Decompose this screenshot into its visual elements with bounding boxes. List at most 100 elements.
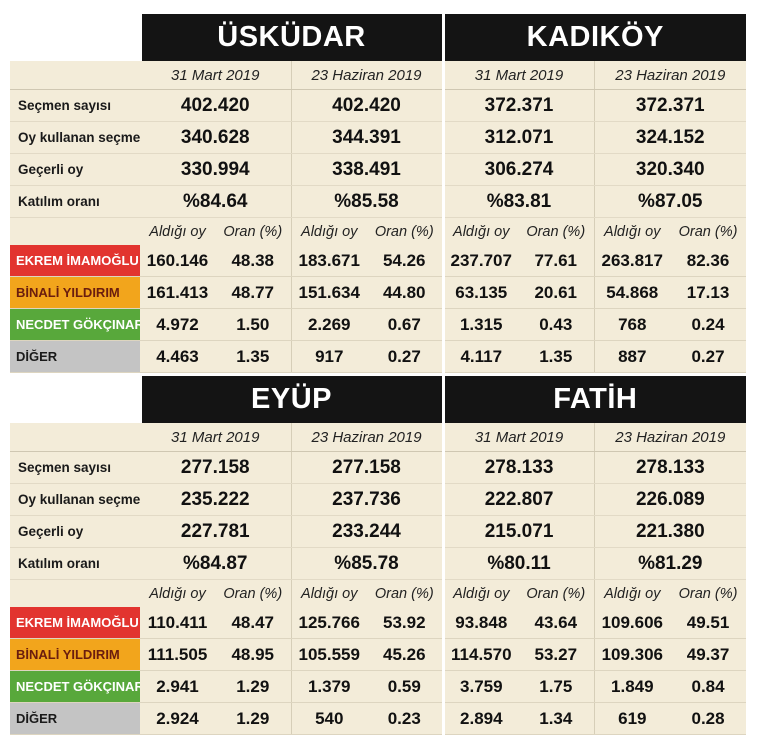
vote-count: 2.894: [441, 702, 519, 735]
col-header-oran: Oran (%): [670, 217, 747, 245]
date-label: 23 Haziran 2019: [290, 61, 443, 90]
sub-spacer: [10, 217, 140, 245]
col-header-aldigi: Aldığı oy: [593, 217, 670, 245]
vote-percent: 20.61: [518, 276, 594, 309]
candidate-label-gokcinar: NECDET GÖKÇINAR: [10, 670, 140, 703]
district-title: FATİH: [441, 376, 747, 423]
col-header-aldigi: Aldığı oy: [593, 579, 671, 607]
candidate-label-gokcinar: NECDET GÖKÇINAR: [10, 308, 140, 341]
row-label-katilim: Katılım oranı: [10, 185, 140, 218]
stat-value: %81.29: [593, 547, 747, 580]
results-panel-bottom: EYÜP FATİH 31 Mart 2019 23 Haziran 2019 …: [10, 376, 747, 735]
stat-value: 340.628: [140, 121, 291, 154]
vote-percent: 48.77: [215, 276, 291, 309]
dates-spacer: [10, 423, 140, 452]
vote-percent: 0.24: [670, 308, 747, 341]
vote-count: 114.570: [441, 638, 519, 671]
vote-percent: 17.13: [670, 276, 747, 309]
stat-value: 227.781: [140, 515, 291, 548]
stat-value: 324.152: [593, 121, 747, 154]
date-label: 31 Mart 2019: [140, 423, 291, 452]
row-label-secmen: Seçmen sayısı: [10, 451, 140, 484]
vote-percent: 53.27: [518, 638, 595, 671]
vote-count: 4.117: [441, 340, 518, 373]
stat-value: 278.133: [441, 451, 595, 484]
vote-count: 263.817: [593, 245, 670, 277]
stat-value: 344.391: [290, 121, 443, 154]
vote-count: 111.505: [140, 638, 215, 671]
sub-spacer: [10, 579, 140, 607]
vote-count: 105.559: [290, 638, 367, 671]
vote-count: 768: [593, 308, 670, 341]
stat-value: %80.11: [441, 547, 595, 580]
col-header-oran: Oran (%): [215, 217, 291, 245]
col-header-oran: Oran (%): [518, 217, 594, 245]
vote-percent: 0.67: [367, 308, 443, 341]
stat-value: 338.491: [290, 153, 443, 186]
col-header-oran: Oran (%): [518, 579, 595, 607]
vote-percent: 1.35: [518, 340, 594, 373]
vote-count: 540: [290, 702, 367, 735]
vote-percent: 53.92: [367, 607, 444, 639]
stat-value: %84.64: [140, 185, 291, 218]
vote-count: 151.634: [290, 276, 367, 309]
results-panel-top: ÜSKÜDAR KADIKÖY 31 Mart 2019 23 Haziran …: [10, 14, 747, 373]
row-label-gecerli: Geçerli oy: [10, 153, 140, 186]
vote-percent: 1.35: [215, 340, 291, 373]
vote-percent: 49.37: [670, 638, 747, 671]
vote-percent: 1.29: [215, 702, 291, 735]
row-label-katilim: Katılım oranı: [10, 547, 140, 580]
stat-value: 226.089: [593, 483, 747, 516]
vote-count: 183.671: [290, 245, 367, 277]
date-label: 23 Haziran 2019: [593, 423, 747, 452]
vote-count: 1.379: [290, 670, 367, 703]
vote-percent: 48.95: [215, 638, 291, 671]
vote-percent: 0.84: [670, 670, 747, 703]
vote-percent: 48.47: [215, 607, 291, 639]
district-title: ÜSKÜDAR: [138, 14, 443, 61]
vote-count: 109.606: [593, 607, 671, 639]
row-label-oykullanan: Oy kullanan seçmen: [10, 121, 140, 154]
dates-spacer: [10, 61, 140, 90]
row-label-secmen: Seçmen sayısı: [10, 89, 140, 122]
date-label: 31 Mart 2019: [140, 61, 291, 90]
vote-percent: 48.38: [215, 245, 291, 277]
stat-value: 372.371: [593, 89, 747, 122]
col-header-oran: Oran (%): [670, 579, 747, 607]
vote-count: 2.941: [140, 670, 215, 703]
candidate-label-yildirim: BİNALİ YILDIRIM: [10, 276, 140, 309]
stat-value: 278.133: [593, 451, 747, 484]
stat-value: 222.807: [441, 483, 595, 516]
header-spacer: [10, 376, 140, 423]
row-label-oykullanan: Oy kullanan seçmen: [10, 483, 140, 516]
vote-count: 161.413: [140, 276, 215, 309]
district-title: EYÜP: [138, 376, 444, 423]
stat-value: 306.274: [441, 153, 594, 186]
vote-count: 1.849: [593, 670, 671, 703]
vote-percent: 44.80: [367, 276, 443, 309]
vote-count: 109.306: [593, 638, 671, 671]
results-table: EYÜP FATİH 31 Mart 2019 23 Haziran 2019 …: [10, 376, 747, 735]
stat-value: 402.420: [290, 89, 443, 122]
vote-percent: 54.26: [367, 245, 443, 277]
date-label: 23 Haziran 2019: [290, 423, 444, 452]
vote-percent: 1.75: [518, 670, 595, 703]
col-header-aldigi: Aldığı oy: [140, 217, 215, 245]
vote-count: 887: [593, 340, 670, 373]
stat-value: %85.78: [290, 547, 444, 580]
date-label: 31 Mart 2019: [441, 61, 594, 90]
candidate-label-imamoglu: EKREM İMAMOĞLU: [10, 245, 140, 277]
vote-count: 160.146: [140, 245, 215, 277]
stat-value: %83.81: [441, 185, 594, 218]
date-label: 31 Mart 2019: [441, 423, 595, 452]
vote-count: 4.463: [140, 340, 215, 373]
col-header-aldigi: Aldığı oy: [441, 579, 519, 607]
vote-count: 93.848: [441, 607, 519, 639]
vote-percent: 82.36: [670, 245, 747, 277]
stat-value: 402.420: [140, 89, 291, 122]
stat-value: 312.071: [441, 121, 594, 154]
vote-percent: 1.34: [518, 702, 595, 735]
col-header-oran: Oran (%): [215, 579, 291, 607]
stat-value: 221.380: [593, 515, 747, 548]
vote-percent: 1.29: [215, 670, 291, 703]
